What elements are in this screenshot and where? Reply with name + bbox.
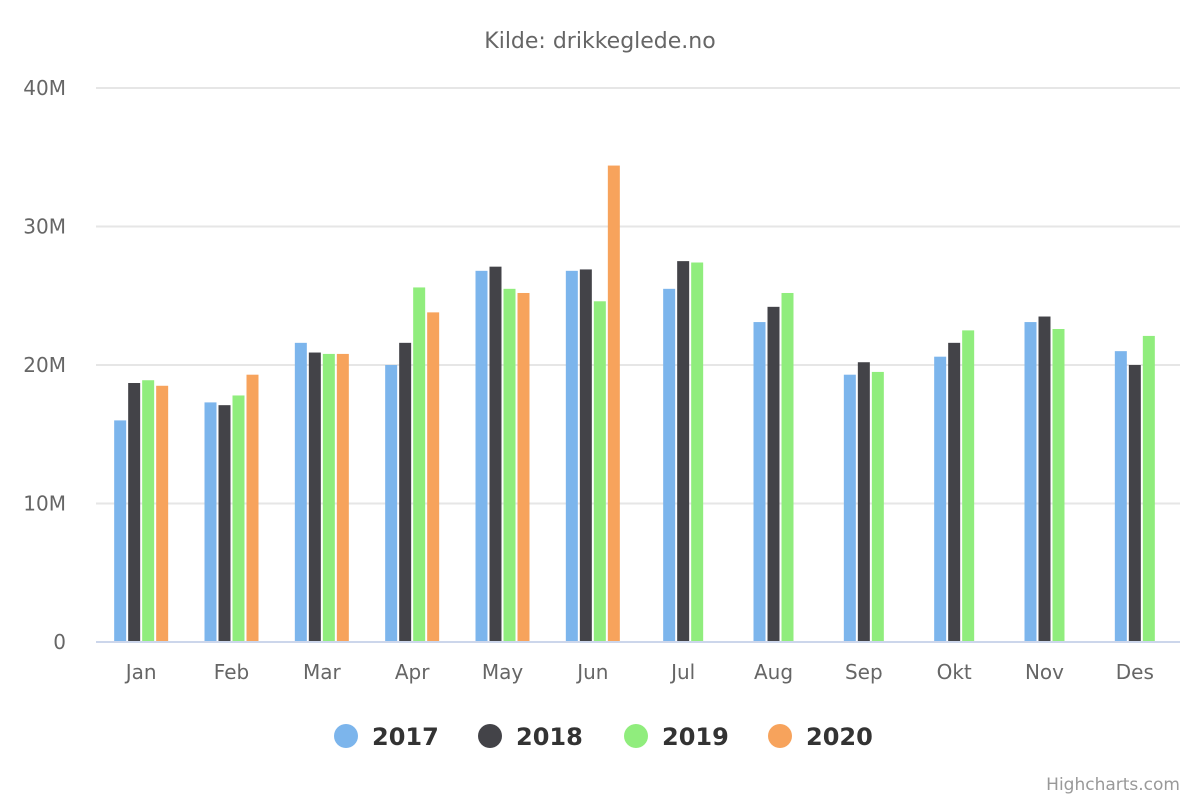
bar-2018-apr[interactable] — [399, 342, 412, 642]
x-tick-label: Okt — [937, 660, 972, 684]
bar-2019-aug[interactable] — [781, 292, 794, 642]
y-tick-label: 40M — [23, 76, 66, 100]
chart-subtitle: Kilde: drikkeglede.no — [484, 29, 715, 54]
legend-label: 2020 — [806, 723, 873, 751]
legend-symbol — [334, 724, 358, 748]
x-axis: Jan Feb Mar Apr May Jun Jul Aug Sep Okt Nov Des — [96, 641, 1180, 684]
x-tick-label: Jun — [575, 660, 608, 684]
legend-symbol — [478, 724, 502, 748]
bar-2018-des[interactable] — [1128, 365, 1141, 642]
bar-2020-jan[interactable] — [156, 385, 169, 642]
bar-2017-aug[interactable] — [753, 322, 766, 642]
bar-2017-feb[interactable] — [204, 402, 217, 642]
bar-2018-jul[interactable] — [677, 261, 690, 642]
bar-2019-may[interactable] — [503, 288, 516, 642]
bar-2018-aug[interactable] — [767, 306, 780, 642]
credits-link[interactable]: Highcharts.com — [1046, 775, 1180, 795]
y-tick-label: 20M — [23, 353, 66, 377]
bar-2017-may[interactable] — [475, 270, 488, 642]
y-tick-label: 30M — [23, 215, 66, 239]
bar-2017-jun[interactable] — [565, 270, 578, 642]
bar-2019-des[interactable] — [1142, 335, 1155, 642]
bar-2018-may[interactable] — [489, 266, 502, 642]
bar-2019-okt[interactable] — [962, 330, 975, 642]
x-tick-label: Apr — [395, 660, 430, 684]
bar-2017-nov[interactable] — [1024, 322, 1037, 642]
x-tick-label: Jan — [124, 660, 157, 684]
bar-2017-des[interactable] — [1114, 351, 1127, 642]
bar-series-group — [114, 165, 1155, 642]
bar-2020-jun[interactable] — [607, 165, 620, 642]
bar-2017-apr[interactable] — [385, 365, 398, 642]
bar-2018-mar[interactable] — [308, 352, 321, 642]
bar-2018-sep[interactable] — [857, 362, 870, 642]
bar-2017-jul[interactable] — [663, 288, 676, 642]
x-tick-label: Mar — [303, 660, 342, 684]
x-tick-label: Nov — [1025, 660, 1064, 684]
bar-2018-jun[interactable] — [579, 269, 592, 642]
bar-2020-mar[interactable] — [336, 353, 349, 642]
x-tick-label: Des — [1116, 660, 1154, 684]
bar-2019-mar[interactable] — [322, 353, 335, 642]
x-tick-label: Aug — [754, 660, 793, 684]
bar-2019-apr[interactable] — [413, 287, 426, 642]
legend-label: 2017 — [372, 723, 439, 751]
legend-item-2019[interactable]: 2019 — [624, 723, 729, 751]
y-tick-label: 0 — [53, 630, 66, 654]
bar-2017-sep[interactable] — [843, 374, 856, 642]
legend-symbol — [768, 724, 792, 748]
legend-item-2018[interactable]: 2018 — [478, 723, 583, 751]
bar-2017-okt[interactable] — [934, 356, 947, 642]
grid-lines — [96, 87, 1180, 505]
bar-2017-mar[interactable] — [294, 342, 307, 642]
legend-symbol — [624, 724, 648, 748]
y-axis: 0 10M 20M 30M 40M — [23, 76, 66, 654]
bar-2017-jan[interactable] — [114, 420, 127, 642]
bar-2018-feb[interactable] — [218, 405, 231, 642]
bar-2018-okt[interactable] — [948, 342, 961, 642]
legend-item-2020[interactable]: 2020 — [768, 723, 873, 751]
bar-2020-feb[interactable] — [246, 374, 259, 642]
bar-2019-jun[interactable] — [593, 301, 606, 642]
bar-2020-apr[interactable] — [427, 312, 440, 642]
x-tick-label: Feb — [214, 660, 249, 684]
legend-label: 2018 — [516, 723, 583, 751]
bar-2020-may[interactable] — [517, 292, 530, 642]
bar-2019-nov[interactable] — [1052, 328, 1065, 642]
bar-2019-sep[interactable] — [871, 371, 884, 642]
x-tick-label: Jul — [669, 660, 695, 684]
bar-2019-jan[interactable] — [142, 380, 155, 642]
y-tick-label: 10M — [23, 492, 66, 516]
x-tick-label: May — [482, 660, 524, 684]
bar-2018-jan[interactable] — [128, 383, 141, 642]
x-tick-label: Sep — [845, 660, 883, 684]
bar-2019-feb[interactable] — [232, 395, 245, 642]
bar-2018-nov[interactable] — [1038, 316, 1051, 642]
legend-item-2017[interactable]: 2017 — [334, 723, 439, 751]
bar-2019-jul[interactable] — [691, 262, 704, 642]
legend-label: 2019 — [662, 723, 729, 751]
legend: 2017 2018 2019 2020 — [334, 723, 873, 751]
